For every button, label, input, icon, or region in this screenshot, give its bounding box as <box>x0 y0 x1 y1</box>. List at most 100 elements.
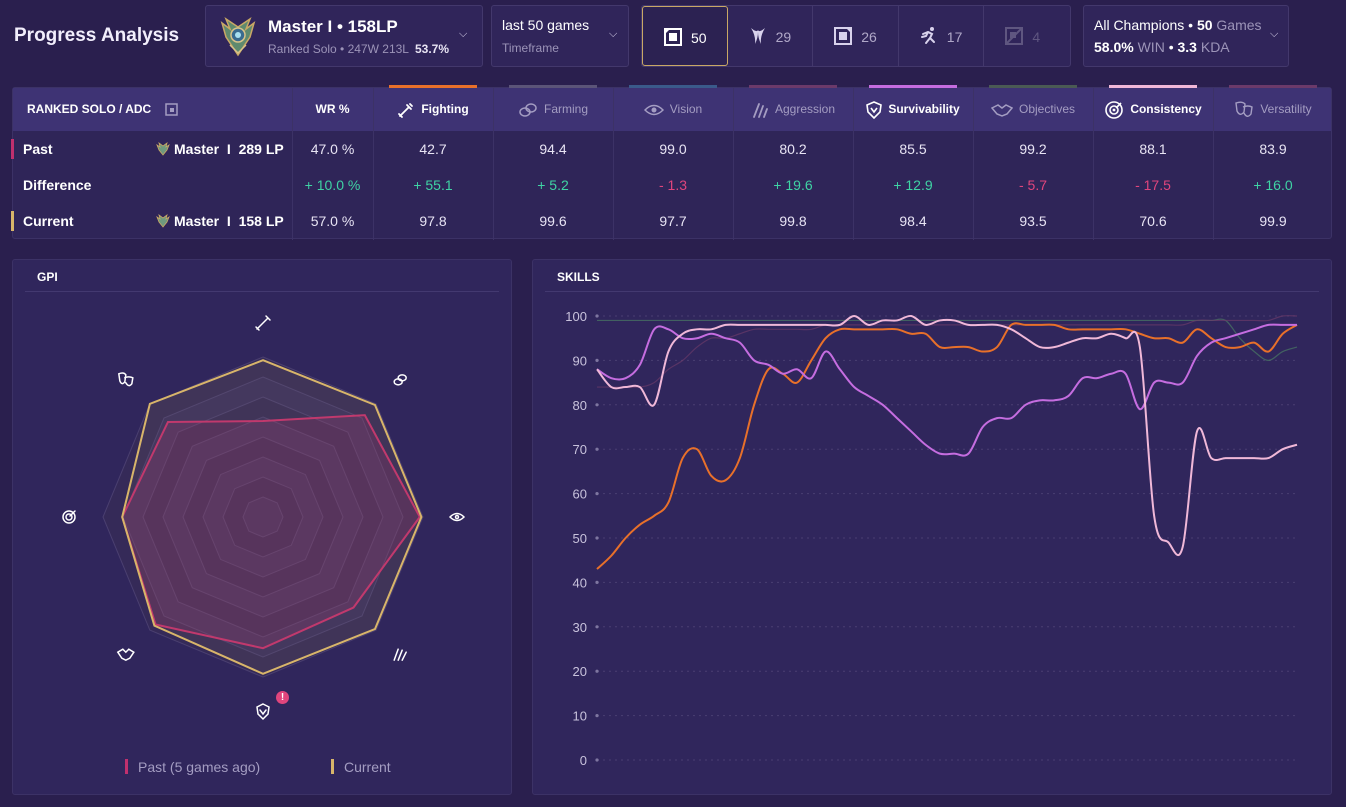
header-vision[interactable]: Vision <box>613 88 733 131</box>
tick-dot <box>595 536 599 540</box>
series-line-survivability <box>596 323 1297 457</box>
cell-consistency: 88.1 <box>1139 141 1167 157</box>
queue-header: RANKED SOLO / ADC <box>27 88 197 131</box>
cell-survivability: + 12.9 <box>893 177 933 193</box>
top-lane-icon <box>664 28 682 46</box>
adc-role-icon <box>164 103 178 117</box>
y-tick-label: 40 <box>573 575 587 590</box>
series-line-fighting <box>596 322 1298 570</box>
radar-past-series <box>121 414 421 650</box>
rank-title: Master I • 158LP <box>268 17 398 36</box>
consistency-icon <box>1105 101 1124 119</box>
header-consistency[interactable]: Consistency <box>1093 88 1213 131</box>
header-accent-consistency <box>1109 85 1197 88</box>
role-adc-button[interactable]: 17 <box>899 6 985 66</box>
objectives-icon <box>116 648 135 662</box>
aggression-icon <box>393 648 407 661</box>
row-label-past: Past <box>23 141 53 157</box>
tick-dot <box>595 492 599 496</box>
gpi-radar-chart <box>62 315 466 721</box>
y-tick-label: 80 <box>573 398 587 413</box>
rank-winrate: 53.7% <box>414 42 449 56</box>
cell-versatility: + 16.0 <box>1253 177 1293 193</box>
rank-selector[interactable]: Master I • 158LP Ranked Solo • 247W 213L… <box>205 5 483 67</box>
wr-header: WR % <box>315 102 350 116</box>
cell-objectives: - 5.7 <box>1018 177 1047 193</box>
radar-current-series <box>121 359 423 675</box>
row-label-difference: Difference <box>23 177 92 193</box>
y-tick-label: 50 <box>573 531 587 546</box>
header-accent-objectives <box>989 85 1077 88</box>
alert-badge[interactable]: ! <box>276 691 289 704</box>
header-versatility[interactable]: Versatility <box>1213 88 1333 131</box>
skills-title: SKILLS <box>557 270 600 284</box>
header-survivability[interactable]: Survivability <box>853 88 973 131</box>
y-tick-label: 100 <box>565 309 587 324</box>
champion-stats: 58.0% WIN • 3.3 KDA <box>1094 39 1230 55</box>
header-fighting[interactable]: Fighting <box>373 88 493 131</box>
jungle-icon <box>750 28 765 44</box>
row-wr: 57.0 % <box>310 213 355 229</box>
header-objectives[interactable]: Objectives <box>973 88 1093 131</box>
tick-dot <box>595 714 599 718</box>
page-title: Progress Analysis <box>14 25 180 46</box>
role-jungle-button[interactable]: 29 <box>728 6 814 66</box>
legend-current: Current <box>331 759 391 775</box>
cell-farming: + 5.2 <box>537 177 569 193</box>
cell-aggression: 80.2 <box>779 141 807 157</box>
consistency-icon <box>62 510 76 524</box>
row-wr: + 10.0 % <box>304 177 361 193</box>
versatility-icon <box>117 372 134 387</box>
y-tick-label: 10 <box>573 709 587 724</box>
cell-consistency: - 17.5 <box>1135 177 1171 193</box>
objectives-icon <box>990 103 1013 117</box>
row-label-current: Current <box>23 213 74 229</box>
fighting-icon <box>255 315 271 331</box>
radar-grid-ring <box>242 496 284 538</box>
role-mid-button[interactable]: 26 <box>813 6 899 66</box>
table-header <box>13 88 1331 131</box>
gpi-title: GPI <box>37 270 58 284</box>
chevron-down-icon: ⌵ <box>459 28 468 40</box>
divider <box>25 291 499 292</box>
legend-past: Past (5 games ago) <box>125 759 260 775</box>
tick-dot <box>595 669 599 673</box>
survivability-icon <box>256 703 270 721</box>
cell-fighting: 42.7 <box>419 141 447 157</box>
skills-line-chart: 0 10 20 30 40 50 60 70 80 90 100 <box>565 309 1298 768</box>
row-marker <box>11 139 14 159</box>
header-farming[interactable]: Farming <box>493 88 613 131</box>
header-accent-survivability <box>869 85 957 88</box>
champion-selector[interactable]: All Champions • 50 Games 58.0% WIN • 3.3… <box>1083 5 1289 67</box>
cell-objectives: 99.2 <box>1019 141 1047 157</box>
cell-versatility: 99.9 <box>1259 213 1287 229</box>
row-wr: 47.0 % <box>310 141 355 157</box>
timeframe-selector[interactable]: last 50 games Timeframe ⌵ <box>491 5 629 67</box>
farming-icon <box>519 103 537 117</box>
tick-dot <box>595 625 599 629</box>
role-top-button[interactable]: 50 <box>642 6 728 66</box>
rank-sub: Ranked Solo • 247W 213L 53.7% <box>268 42 449 56</box>
header-aggression[interactable]: Aggression <box>733 88 853 131</box>
series-line-consistency <box>596 314 1298 556</box>
tick-dot <box>595 580 599 584</box>
header-accent-farming <box>509 85 597 88</box>
master-emblem-icon <box>156 214 170 228</box>
chevron-down-icon: ⌵ <box>609 28 618 40</box>
series-line-versatility <box>597 315 1298 388</box>
cell-farming: 94.4 <box>539 141 567 157</box>
fighting-icon <box>398 102 414 118</box>
role-support-button[interactable]: 4 <box>984 6 1070 66</box>
cell-survivability: 85.5 <box>899 141 927 157</box>
y-tick-label: 70 <box>573 442 587 457</box>
header-accent-vision <box>629 85 717 88</box>
master-emblem-icon <box>156 142 170 156</box>
timeframe-label: Timeframe <box>502 41 559 55</box>
tick-dot <box>595 447 599 451</box>
cell-consistency: 70.6 <box>1139 213 1167 229</box>
y-tick-label: 60 <box>573 487 587 502</box>
row-marker <box>11 211 14 231</box>
master-emblem-icon <box>220 17 256 57</box>
aggression-icon <box>753 102 768 118</box>
adc-runner-icon <box>920 27 935 44</box>
